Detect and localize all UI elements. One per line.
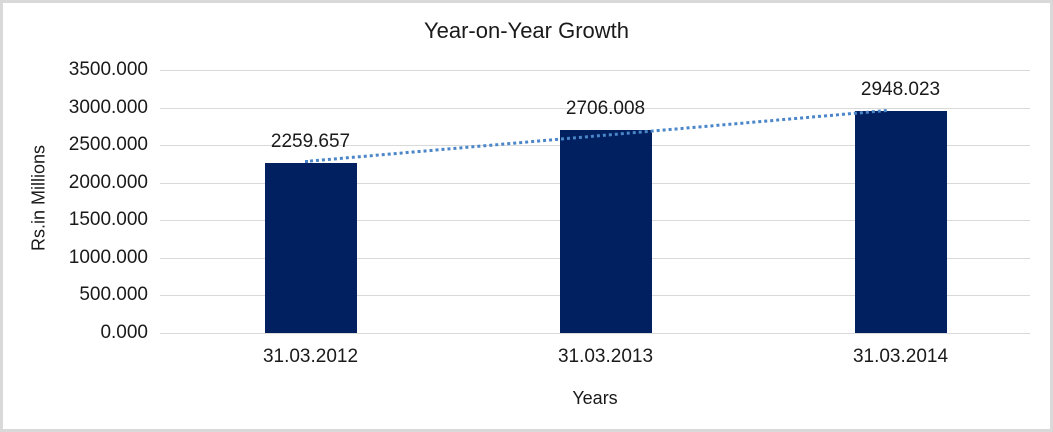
bar [559,129,652,333]
chart-title: Year-on-Year Growth [423,18,630,43]
y-tick-label: 2000.000 [68,172,148,193]
y-axis-title: Rs.in Millions [28,144,49,252]
y-tick-label: 3000.000 [68,97,148,118]
x-tick-label: 31.03.2012 [262,346,359,367]
bar-value-label: 2706.008 [565,97,646,119]
bar [854,111,947,333]
y-tick-label: 0.000 [100,322,148,343]
y-tick-label: 1500.000 [68,209,148,230]
gridline [160,108,1030,109]
x-axis-title: Years [572,388,618,408]
bar [264,163,357,333]
x-tick-label: 31.03.2013 [557,346,654,367]
x-tick-label: 31.03.2014 [852,346,949,367]
y-tick-label: 1000.000 [68,247,148,268]
y-tick-label: 3500.000 [68,59,148,80]
gridline [160,70,1030,71]
y-tick-label: 2500.000 [68,134,148,155]
bar-value-label: 2259.657 [270,131,351,153]
y-tick-label: 500.000 [79,284,148,305]
bar-value-label: 2948.023 [860,79,941,101]
gridline [160,333,1030,334]
